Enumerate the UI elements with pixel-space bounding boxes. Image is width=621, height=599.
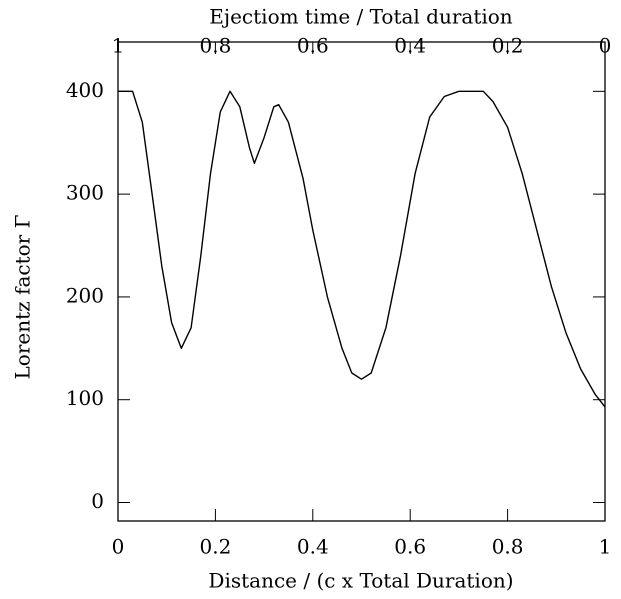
y-axis-label: Lorentz factor Γ bbox=[11, 214, 35, 379]
x-tick-label: 0.2 bbox=[199, 535, 231, 559]
y-tick-label: 200 bbox=[66, 283, 104, 307]
x2-axis-label: Ejectiom time / Total duration bbox=[209, 5, 513, 29]
x-tick-label: 1 bbox=[599, 535, 612, 559]
data-line bbox=[118, 90, 606, 408]
y-tick-label: 300 bbox=[66, 181, 104, 205]
x-tick-label: 0.8 bbox=[492, 535, 524, 559]
y-tick-label: 100 bbox=[66, 386, 104, 410]
x-tick-label: 0.4 bbox=[297, 535, 329, 559]
x-tick-label: 0.6 bbox=[394, 535, 426, 559]
y-tick-label: 0 bbox=[91, 489, 104, 513]
plot-frame bbox=[117, 41, 606, 522]
y-tick-label: 400 bbox=[66, 78, 104, 102]
x-tick-label: 0 bbox=[112, 535, 125, 559]
x-axis-label: Distance / (c x Total Duration) bbox=[208, 569, 513, 593]
